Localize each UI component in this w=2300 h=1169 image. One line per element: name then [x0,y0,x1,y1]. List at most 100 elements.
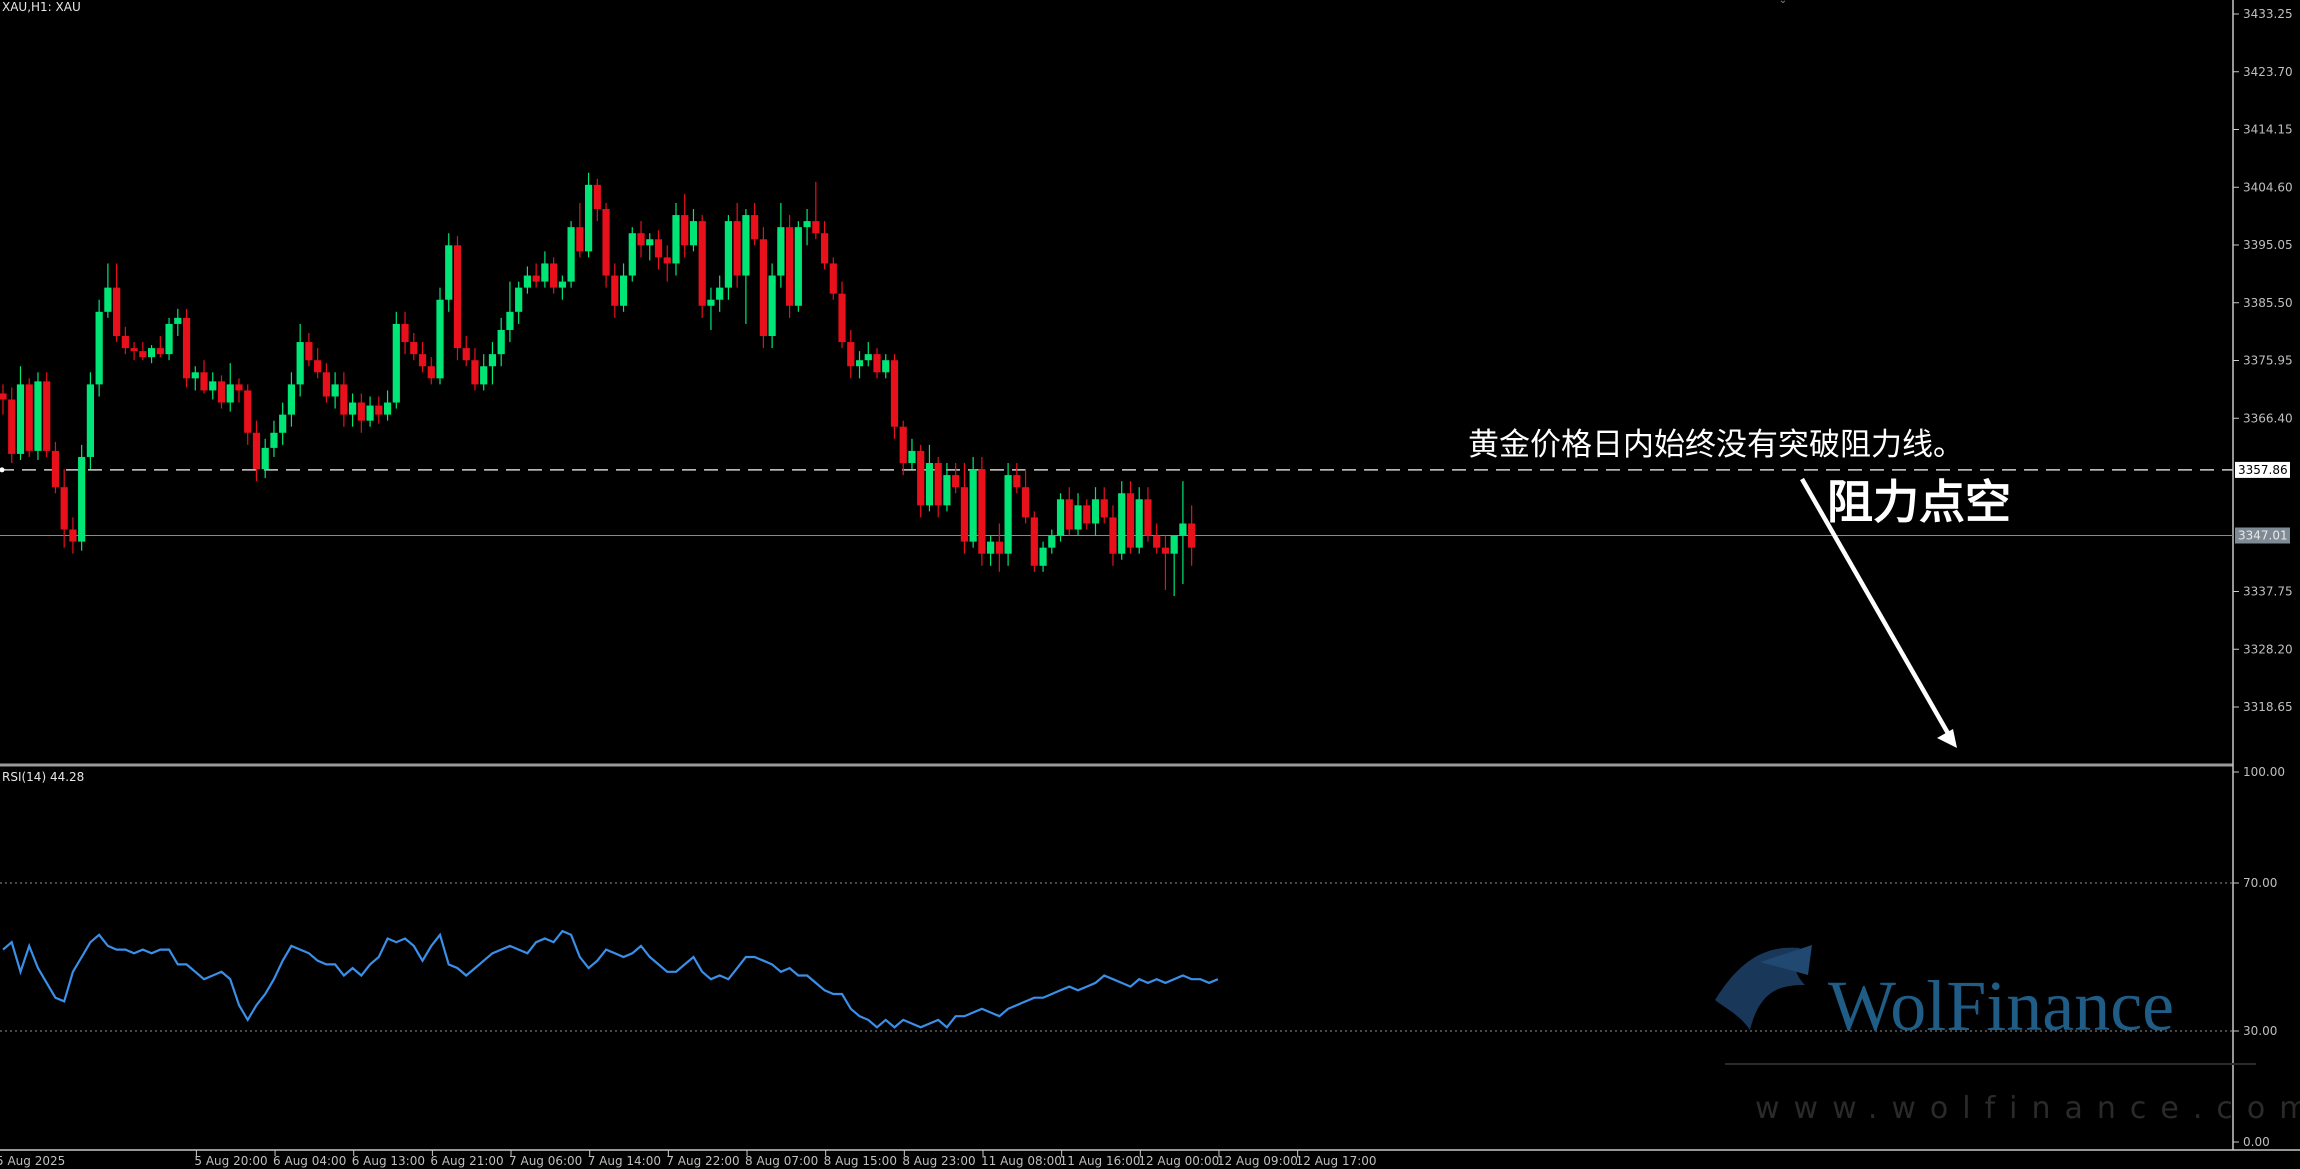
candle-body [69,529,77,542]
rsi-series [2,929,1219,1029]
candle-body [672,215,680,264]
candle-body [1109,517,1117,554]
current-price-box [2235,527,2290,544]
candle-body [270,432,278,448]
candle-body [480,366,488,385]
candle-body [899,426,907,463]
candle-body [707,299,715,306]
candle-body [1144,499,1152,536]
price-tick-label: 3375.95 [2243,354,2293,368]
time-tick-label: 5 Aug 20:00 [194,1154,267,1168]
candle-body [34,381,42,451]
candle-body [51,450,60,488]
candle-body [471,360,479,385]
time-tick-label: 11 Aug 16:00 [1060,1154,1141,1168]
time-tick-label: 6 Aug 13:00 [352,1154,425,1168]
candle-body [279,414,287,433]
candle-body [1188,523,1196,548]
candle-body [147,348,156,358]
candle-body [0,393,7,400]
candle-body [25,384,33,451]
candle-body [567,227,575,282]
candle-body [820,233,829,264]
watermark-brand: WolFinance [1828,966,2174,1046]
candle-body [1153,535,1161,548]
candle-body [786,227,794,306]
candle-body [515,287,523,312]
candle-body [252,432,261,470]
annotation-text: 黄金价格日内始终没有突破阻力线。 [1468,427,1964,463]
candle-body [305,342,313,361]
candle-body [497,329,505,355]
candle-body [209,381,217,391]
candle-body [8,399,16,454]
candle-body [663,257,671,264]
candle-body [532,275,540,282]
candle-body [1161,547,1170,554]
candle-body [349,402,357,415]
candle-body [908,450,916,463]
candle-body [541,263,549,282]
candle-body [847,342,855,367]
time-tick-label: 8 Aug 23:00 [902,1154,975,1168]
watermark-url: www.wolfinance.com [1755,1091,2300,1126]
rsi-tick-label: 100.00 [2243,765,2285,779]
time-tick-label: 8 Aug 07:00 [745,1154,818,1168]
candle-body [43,381,51,451]
candle-body [681,215,689,246]
candle-body [130,348,138,352]
candle-body [1170,535,1178,554]
candle-body [200,372,208,391]
candle-body [611,275,619,306]
candle-body [95,311,103,385]
candle-body [165,323,173,355]
candle-body [174,317,182,324]
price-tick-label: 3318.65 [2243,700,2293,714]
candle-body [584,184,593,252]
candle-body [392,323,400,403]
candle-body [698,221,706,306]
candle-body [1179,523,1187,536]
candle-body [1118,493,1126,554]
candle-body [78,456,86,542]
resistance-anchor [0,467,5,473]
candle-body [628,233,636,276]
candle-body [139,351,147,358]
price-tick-label: 3423.70 [2243,65,2293,79]
time-tick-label: 5 Aug 2025 [0,1154,65,1168]
candle-body [366,405,374,421]
price-tick-label: 3337.75 [2243,585,2293,599]
time-tick-label: 7 Aug 06:00 [509,1154,582,1168]
candle-body [654,239,663,258]
resistance-price-label: 3357.86 [2238,463,2288,477]
candle-body [742,215,750,276]
down-arrow-icon [1800,477,1957,748]
candle-body [759,239,767,337]
candle-body [1030,517,1038,566]
time-tick-label: 8 Aug 15:00 [824,1154,897,1168]
candle-body [777,227,785,276]
candle-body [113,287,121,337]
candle-body [1126,493,1135,548]
time-tick-label: 12 Aug 09:00 [1217,1154,1298,1168]
candle-body [558,281,566,288]
rsi-line [2,929,1219,1029]
candle-body [410,342,418,355]
candle-body [16,384,25,454]
candles [0,172,1196,597]
candle-body [864,354,872,361]
candle-body [602,209,610,276]
candle-body [322,372,330,397]
candle-body [716,287,724,300]
candle-body [943,475,951,506]
rsi-label: RSI(14) 44.28 [2,770,84,784]
candle-body [978,469,986,554]
candle-body [401,323,409,343]
candle-body [104,287,112,312]
candle-body [934,462,942,506]
axes: 3433.25 3423.70 3414.15 3404.60 3395.05 3385.… [0,7,2293,1168]
price-tick-label: 3328.20 [2243,642,2293,656]
candle-body [689,221,698,246]
time-tick-label: 6 Aug 21:00 [430,1154,503,1168]
